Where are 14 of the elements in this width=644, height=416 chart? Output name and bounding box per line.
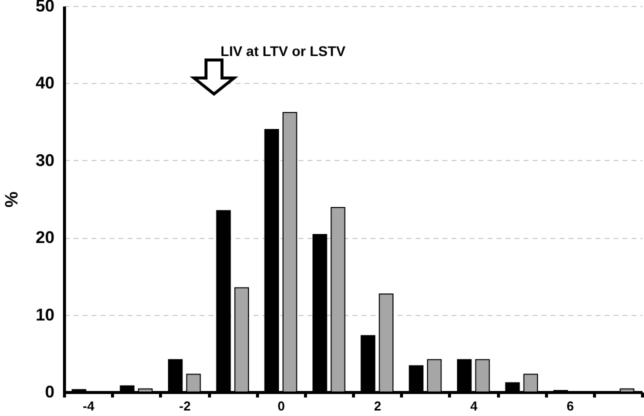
y-tick-label: 50 bbox=[36, 0, 54, 16]
y-tick-label: 0 bbox=[45, 382, 54, 402]
y-tick-label: 10 bbox=[36, 305, 54, 324]
y-tick-label: 30 bbox=[36, 150, 54, 170]
x-tick-label: 0 bbox=[278, 398, 285, 414]
y-tick-label: 20 bbox=[36, 228, 54, 248]
x-tick-label: 6 bbox=[566, 398, 574, 414]
x-tick-label: -2 bbox=[179, 398, 191, 414]
x-tick-label: -4 bbox=[82, 398, 96, 414]
y-tick-label: 40 bbox=[36, 74, 54, 93]
x-tick-label: 2 bbox=[374, 398, 382, 414]
annotation: LIV at LTV or LSTV bbox=[220, 43, 346, 59]
y-axis-title: % bbox=[2, 191, 22, 208]
x-tick-label: 4 bbox=[470, 398, 478, 414]
